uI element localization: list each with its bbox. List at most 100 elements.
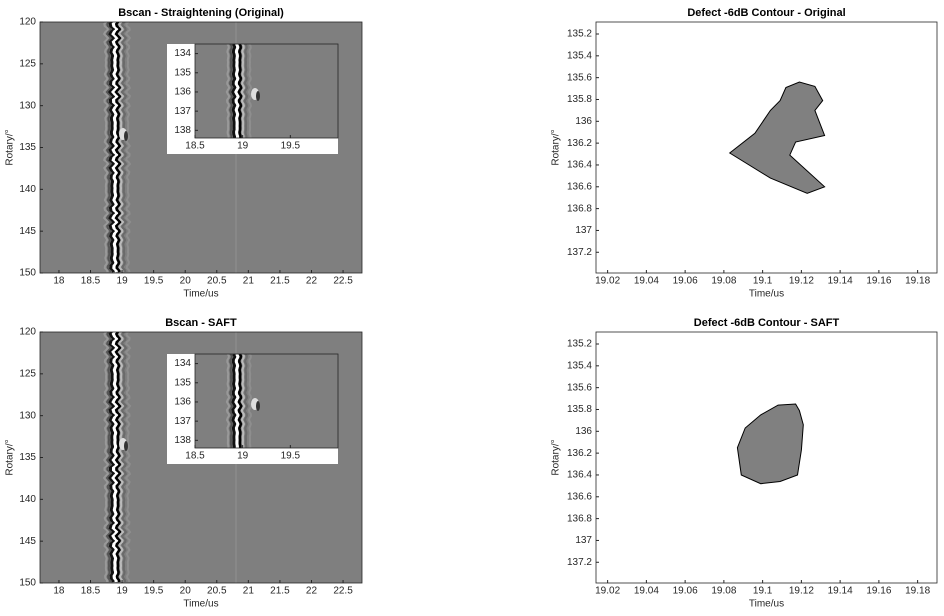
- echo-stripe: [243, 44, 249, 138]
- y-axis-label: Rotary/°: [551, 129, 562, 165]
- x-tick-label: 18: [53, 586, 65, 597]
- y-tick-label: 136.2: [567, 138, 592, 149]
- y-tick-label: 140: [19, 184, 36, 195]
- y-tick-label: 135.6: [567, 72, 592, 83]
- x-tick-label: 19.18: [905, 276, 930, 287]
- x-axis-label: Time/us: [749, 599, 784, 610]
- y-tick-label: 138: [174, 125, 191, 136]
- echo-stripe: [234, 44, 240, 138]
- x-tick-label: 19.12: [789, 586, 814, 597]
- y-tick-label: 136.2: [567, 448, 592, 459]
- echo-stripe: [240, 354, 246, 448]
- y-tick-label: 145: [19, 536, 36, 547]
- echo-stripe: [117, 332, 125, 583]
- y-tick-label: 135.4: [567, 360, 592, 371]
- echo-stripe: [225, 354, 231, 448]
- chart-title: Bscan - Straightening (Original): [118, 7, 284, 19]
- y-tick-label: 135: [19, 452, 36, 463]
- echo-stripe: [102, 332, 110, 583]
- x-tick-label: 19.5: [281, 141, 301, 152]
- x-tick-label: 19.02: [595, 586, 620, 597]
- x-tick-label: 19.04: [634, 586, 659, 597]
- y-tick-label: 140: [19, 494, 36, 505]
- x-tick-label: 19.1: [753, 276, 773, 287]
- y-tick-label: 136.8: [567, 203, 592, 214]
- echo-stripe: [228, 354, 234, 448]
- axes-frame: [595, 21, 938, 274]
- axes-frame: [595, 331, 938, 584]
- echo-stripe: [105, 332, 113, 583]
- y-tick-label: 135.2: [567, 339, 592, 350]
- y-tick-label: 135: [19, 142, 36, 153]
- contour: [736, 403, 804, 485]
- x-tick-label: 20.5: [207, 276, 227, 287]
- chart-title: Defect -6dB Contour - SAFT: [694, 317, 840, 329]
- x-tick-label: 19: [237, 451, 249, 462]
- y-tick-label: 136: [174, 397, 191, 408]
- y-tick-label: 136: [174, 87, 191, 98]
- y-tick-label: 130: [19, 100, 36, 111]
- inset-frame: [194, 43, 339, 139]
- y-tick-label: 137.2: [567, 247, 592, 258]
- x-tick-label: 19.14: [828, 276, 853, 287]
- y-tick-label: 135.2: [567, 29, 592, 40]
- echo-stripe: [243, 354, 249, 448]
- x-tick-label: 18.5: [185, 451, 205, 462]
- x-tick-label: 18.5: [81, 586, 101, 597]
- y-tick-label: 137: [575, 225, 592, 236]
- defect-echo: [124, 131, 128, 141]
- y-axis-label: Rotary/°: [5, 439, 16, 475]
- y-tick-label: 120: [19, 327, 36, 338]
- echo-stripe: [228, 44, 234, 138]
- x-tick-label: 20: [180, 276, 192, 287]
- y-tick-label: 136: [575, 426, 592, 437]
- y-tick-label: 138: [174, 435, 191, 446]
- echo-stripe: [114, 22, 122, 273]
- x-tick-label: 19.16: [866, 276, 891, 287]
- echo-stripe: [124, 332, 132, 583]
- x-tick-label: 19: [117, 276, 129, 287]
- x-tick-label: 19.12: [789, 276, 814, 287]
- y-tick-label: 137: [174, 106, 191, 117]
- defect-echo: [256, 91, 260, 101]
- echo-stripe: [102, 22, 110, 273]
- x-tick-label: 19.5: [144, 586, 164, 597]
- echo-stripe: [120, 332, 128, 583]
- x-tick-label: 19: [237, 141, 249, 152]
- y-tick-label: 125: [19, 368, 36, 379]
- x-tick-label: 19.06: [673, 586, 698, 597]
- y-tick-label: 135.8: [567, 94, 592, 105]
- x-tick-label: 18.5: [81, 276, 101, 287]
- image-bg: [195, 44, 338, 138]
- x-tick-label: 20.5: [207, 586, 227, 597]
- x-tick-label: 19.02: [595, 276, 620, 287]
- defect-echo: [256, 401, 260, 411]
- x-tick-label: 22: [306, 586, 318, 597]
- x-tick-label: 19.5: [281, 451, 301, 462]
- chart-title: Defect -6dB Contour - Original: [687, 7, 845, 19]
- x-tick-label: 22.5: [333, 586, 353, 597]
- echo-stripe: [108, 22, 116, 273]
- y-tick-label: 120: [19, 17, 36, 28]
- x-tick-label: 21: [243, 586, 255, 597]
- y-tick-label: 135: [174, 377, 191, 388]
- y-tick-label: 125: [19, 58, 36, 69]
- x-tick-label: 20: [180, 586, 192, 597]
- y-tick-label: 145: [19, 226, 36, 237]
- x-tick-label: 19.16: [866, 586, 891, 597]
- y-tick-label: 150: [19, 578, 36, 589]
- echo-stripe: [247, 354, 253, 448]
- image-bg: [195, 354, 338, 448]
- y-tick-label: 135.6: [567, 382, 592, 393]
- x-tick-label: 22.5: [333, 276, 353, 287]
- x-tick-label: 19.18: [905, 586, 930, 597]
- defect-echo: [124, 441, 128, 451]
- x-tick-label: 19.5: [144, 276, 164, 287]
- echo-stripe: [234, 354, 240, 448]
- x-tick-label: 19: [117, 586, 129, 597]
- y-tick-label: 137: [174, 416, 191, 427]
- echo-stripe: [120, 22, 128, 273]
- bscan-image: [195, 354, 338, 448]
- y-axis-label: Rotary/°: [551, 439, 562, 475]
